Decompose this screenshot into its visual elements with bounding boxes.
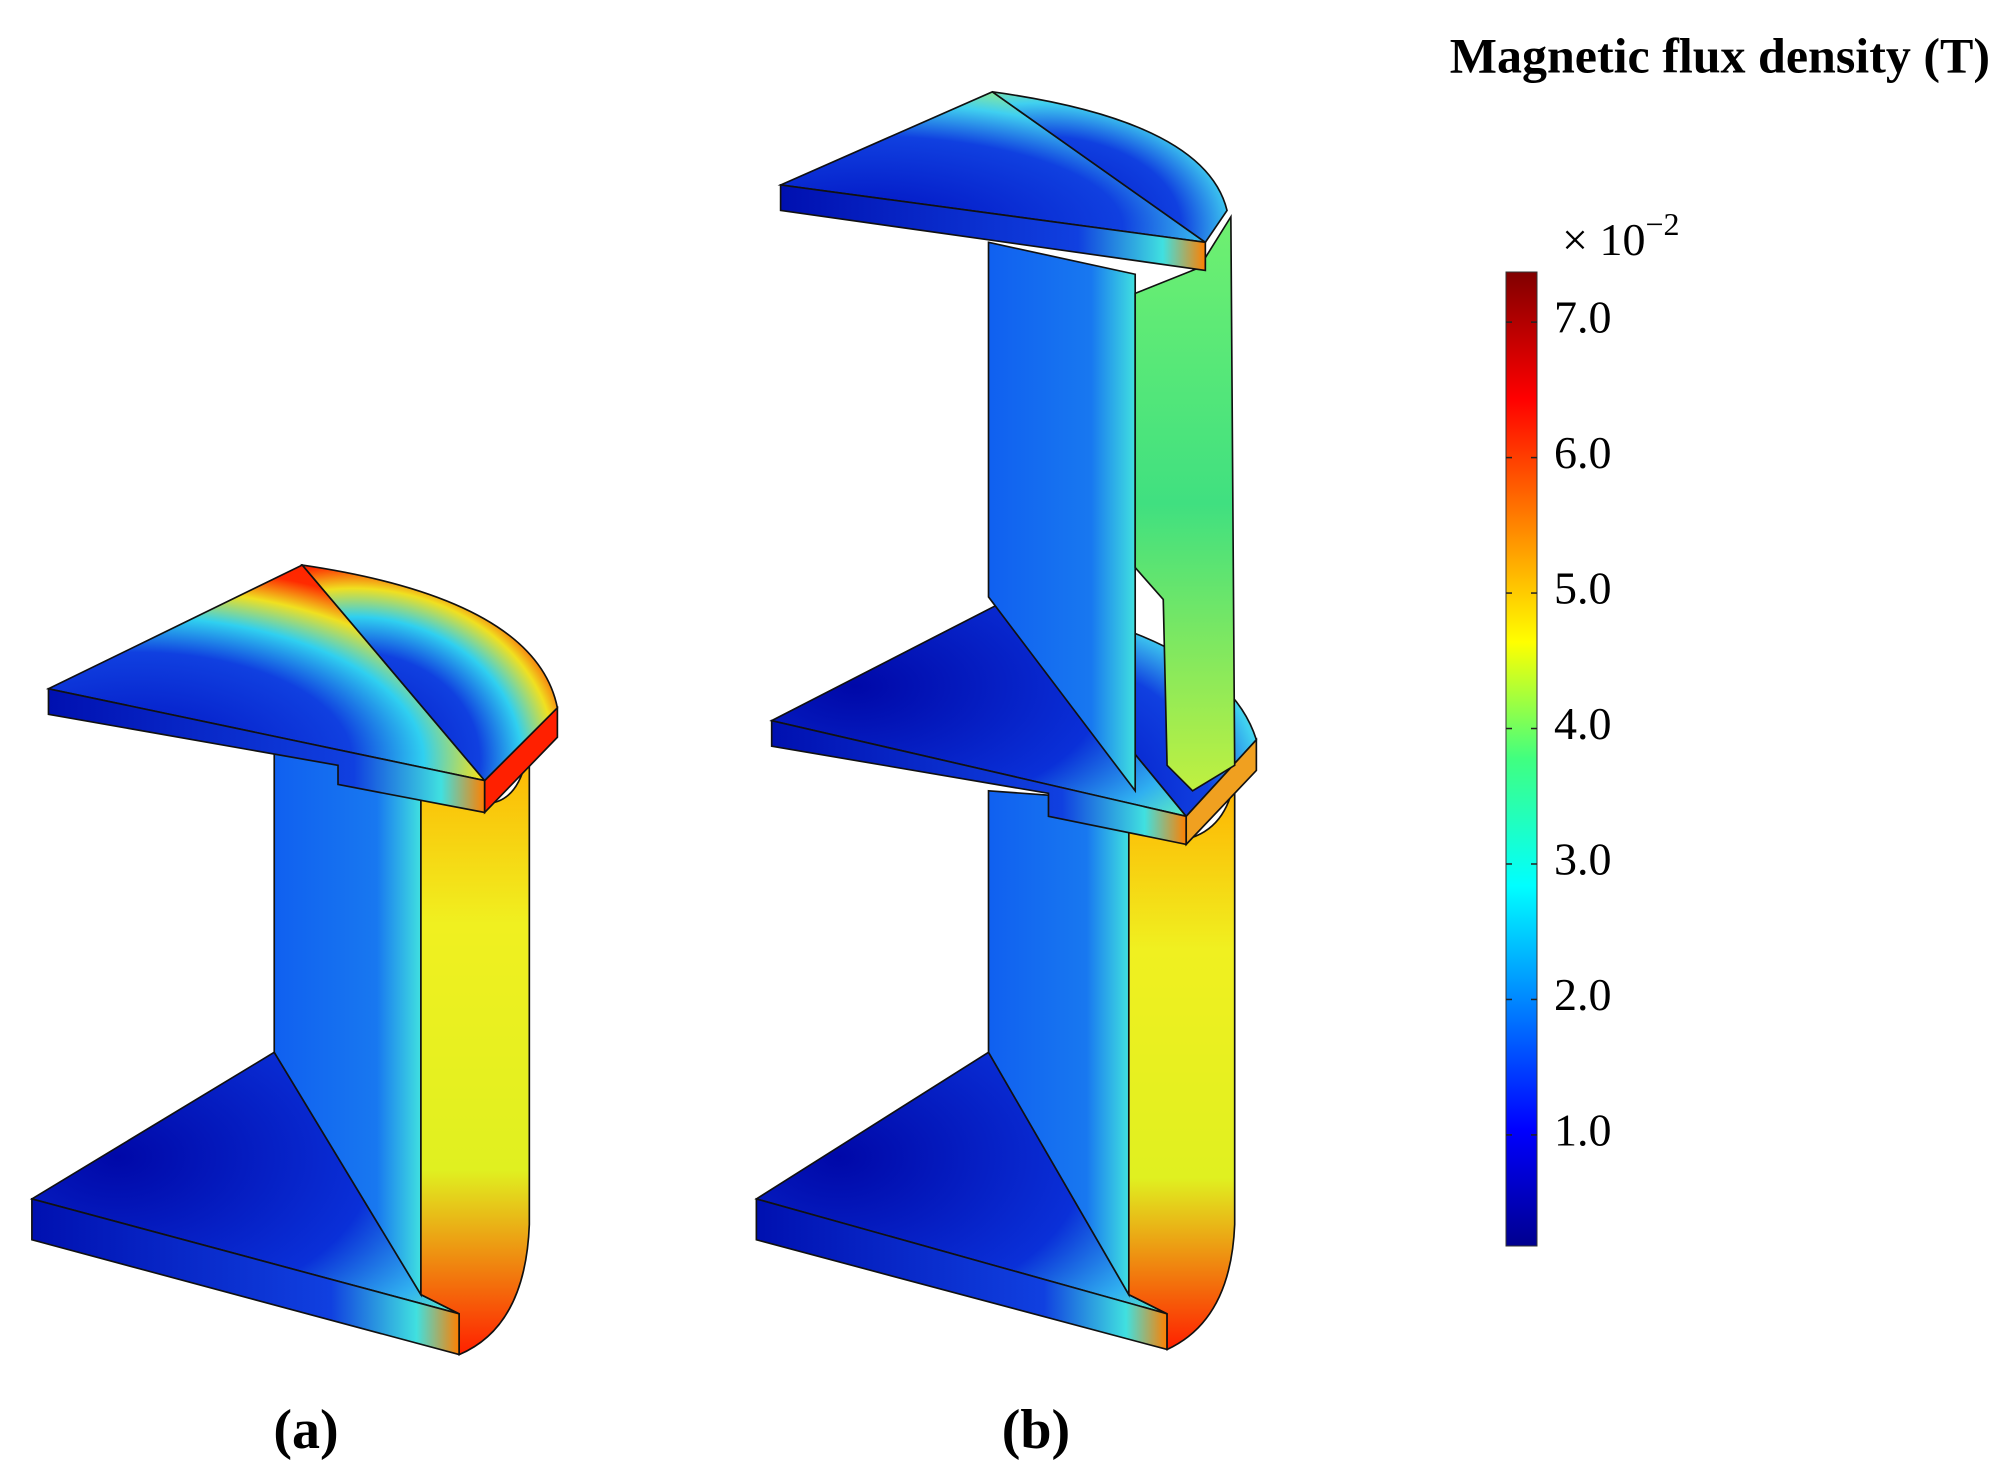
simulation-panels (29, 90, 1258, 1356)
colorbar (1505, 271, 1538, 1247)
model-b (754, 90, 1258, 1351)
multiplier-base: × 10 (1562, 214, 1645, 265)
outer-wall-upper (1134, 213, 1236, 792)
tick-label: 1.0 (1554, 1104, 1612, 1155)
top-rim-side (483, 705, 559, 815)
inner-wall-upper (987, 241, 1137, 794)
multiplier-exponent: −2 (1645, 206, 1679, 242)
top-plate-rim (991, 91, 1228, 244)
outer-wall-lower (1127, 777, 1236, 1351)
colorbar-multiplier: × 10−2 (1562, 206, 1680, 264)
outer-wall (420, 739, 531, 1356)
tick-label: 5.0 (1554, 563, 1612, 614)
tick-label: 6.0 (1554, 427, 1612, 478)
top-front (779, 183, 1207, 272)
panel-label: (b) (1002, 1399, 1070, 1461)
model-a (29, 563, 559, 1356)
colorbar-title: Magnetic flux density (T) (1450, 27, 1990, 83)
panel-label: (a) (273, 1399, 338, 1461)
tick-label: 7.0 (1554, 292, 1612, 343)
tick-label: 3.0 (1554, 834, 1612, 885)
tick-label: 2.0 (1554, 969, 1612, 1020)
top-plate-rim (300, 563, 559, 782)
tick-label: 4.0 (1554, 698, 1612, 749)
